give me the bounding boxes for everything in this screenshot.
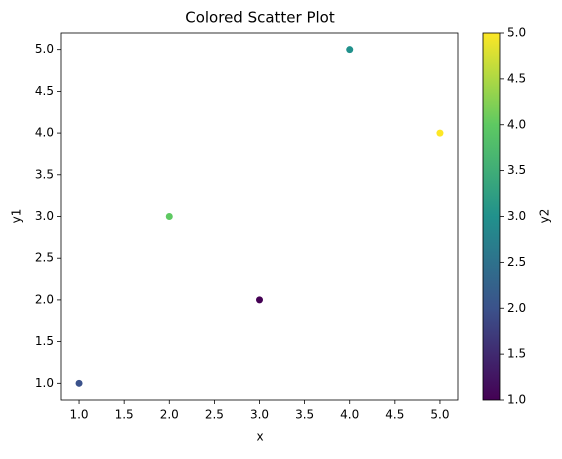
- colorbar-tick-label: 3.5: [507, 163, 526, 177]
- x-tick-label: 3.5: [295, 408, 314, 422]
- y-tick-label: 1.5: [35, 334, 54, 348]
- colorbar-tick-label: 1.0: [507, 393, 526, 407]
- point: [256, 296, 263, 304]
- x-tick-label: 1.0: [69, 408, 88, 422]
- point: [165, 213, 173, 220]
- x-tick-label: 1.5: [115, 408, 134, 422]
- colorbar-tick-label: 4.5: [507, 71, 526, 85]
- point: [346, 46, 354, 54]
- point: [75, 379, 83, 387]
- x-tick-label: 3.0: [250, 408, 269, 422]
- y-tick-label: 4.5: [35, 84, 54, 98]
- y-tick-label: 3.0: [35, 209, 54, 223]
- x-tick-label: 4.0: [340, 408, 359, 422]
- colorbar: [482, 32, 501, 401]
- y-tick-label: 1.0: [35, 376, 54, 390]
- y-tick-label: 2.0: [35, 292, 54, 306]
- colorbar-tick-label: 5.0: [507, 26, 526, 40]
- y-tick-label: 4.0: [35, 126, 54, 140]
- y-tick-label: 2.5: [35, 251, 54, 265]
- x-tick-label: 2.0: [160, 408, 179, 422]
- x-tick-label: 4.5: [385, 408, 404, 422]
- y-tick-label: 5.0: [35, 42, 54, 56]
- colorbar-tick-label: 1.5: [507, 347, 526, 361]
- y-tick-label: 3.5: [35, 167, 54, 181]
- colorbar-tick-label: 2.5: [507, 255, 526, 269]
- colorbar-tick-label: 4.0: [507, 117, 526, 131]
- plot-frame: [60, 32, 459, 401]
- colorbar-tick-label: 2.0: [507, 301, 526, 315]
- chart-title: Colored Scatter Plot: [185, 9, 335, 27]
- point: [436, 129, 444, 137]
- x-axis-label: x: [256, 430, 263, 444]
- colorbar-label: y2: [538, 209, 552, 224]
- colorbar-tick-label: 3.0: [507, 209, 526, 223]
- y-axis-label: y1: [10, 209, 24, 224]
- x-tick-label: 2.5: [205, 408, 224, 422]
- x-tick-label: 5.0: [430, 408, 449, 422]
